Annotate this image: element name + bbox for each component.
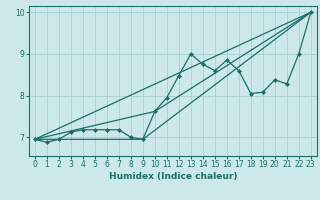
X-axis label: Humidex (Indice chaleur): Humidex (Indice chaleur)	[108, 172, 237, 181]
